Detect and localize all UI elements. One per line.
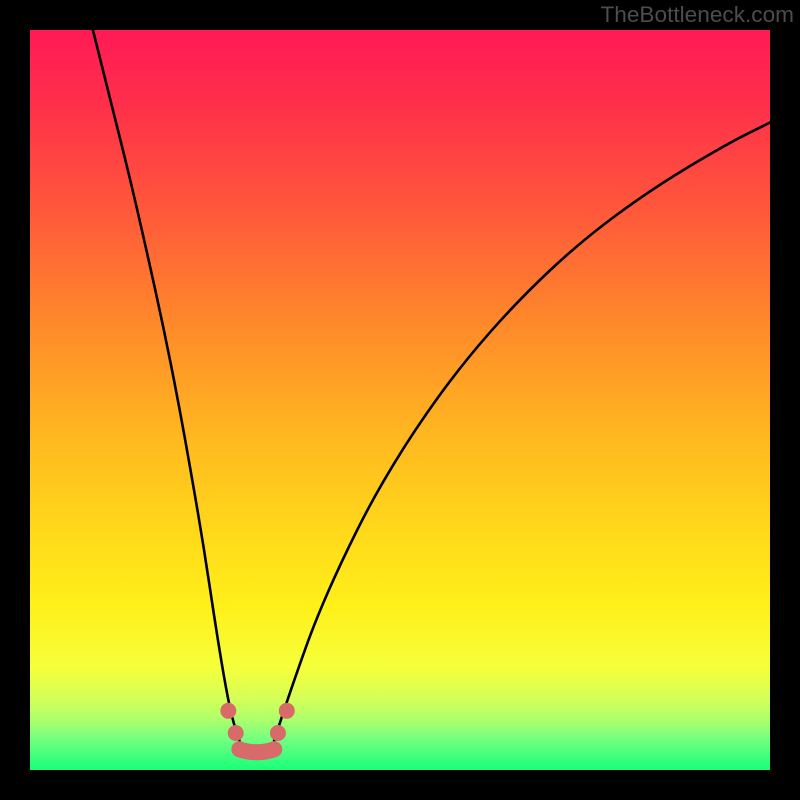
valley-highlight-dot xyxy=(270,725,286,741)
valley-highlight-dot xyxy=(279,703,295,719)
valley-highlight-dot xyxy=(228,725,244,741)
valley-highlight-dot xyxy=(266,741,282,757)
valley-highlight-dot xyxy=(231,741,247,757)
plot-area xyxy=(30,30,770,770)
bottleneck-chart xyxy=(0,0,800,800)
chart-root: TheBottleneck.com xyxy=(0,0,800,800)
valley-highlight-dot xyxy=(220,703,236,719)
